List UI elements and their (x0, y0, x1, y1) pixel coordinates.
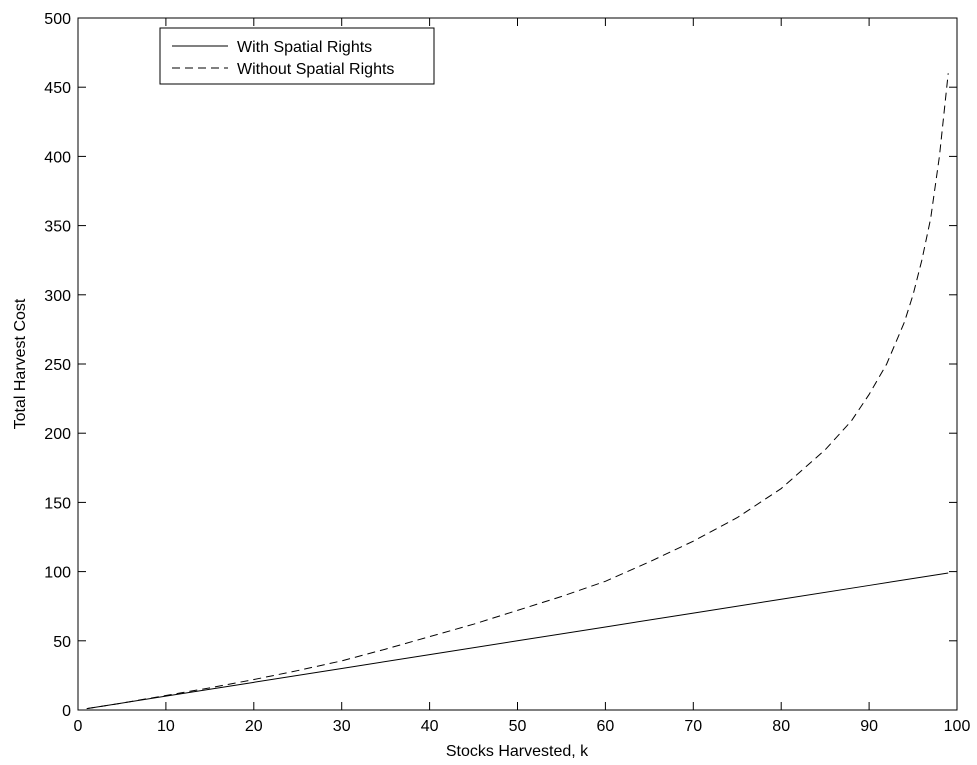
legend-label-without-spatial-rights: Without Spatial Rights (237, 61, 394, 78)
y-tick-label: 250 (44, 357, 71, 374)
legend-label-with-spatial-rights: With Spatial Rights (237, 39, 372, 56)
y-axis-label: Total Harvest Cost (12, 298, 29, 429)
y-tick-label: 400 (44, 149, 71, 166)
x-tick-label: 60 (597, 718, 615, 735)
y-tick-label: 150 (44, 495, 71, 512)
plot-area (77, 17, 958, 711)
x-axis-ticks: 0 10 20 30 40 50 60 70 80 90 100 (74, 18, 971, 735)
x-tick-label: 70 (684, 718, 702, 735)
y-tick-label: 50 (53, 634, 71, 651)
y-tick-label: 500 (44, 11, 71, 28)
y-tick-label: 350 (44, 219, 71, 236)
legend: With Spatial Rights Without Spatial Righ… (159, 27, 435, 85)
x-tick-label: 20 (245, 718, 263, 735)
y-axis-ticks: 0 50 100 150 200 250 300 350 400 450 500 (44, 11, 957, 720)
series-line-with-spatial-rights (86, 572, 949, 710)
x-tick-label: 90 (860, 718, 878, 735)
legend-box (159, 27, 435, 85)
x-tick-label: 0 (74, 718, 83, 735)
x-tick-label: 30 (333, 718, 351, 735)
y-tick-label: 450 (44, 80, 71, 97)
series-layer (86, 73, 949, 710)
x-tick-label: 50 (509, 718, 527, 735)
x-tick-label: 40 (421, 718, 439, 735)
y-tick-label: 100 (44, 565, 71, 582)
y-tick-label: 300 (44, 288, 71, 305)
x-tick-label: 10 (157, 718, 175, 735)
x-tick-label: 80 (772, 718, 790, 735)
y-tick-label: 200 (44, 426, 71, 443)
x-axis-label: Stocks Harvested, k (446, 743, 589, 760)
series-line-without-spatial-rights (86, 73, 949, 710)
x-tick-label: 100 (944, 718, 971, 735)
y-tick-label: 0 (62, 703, 71, 720)
